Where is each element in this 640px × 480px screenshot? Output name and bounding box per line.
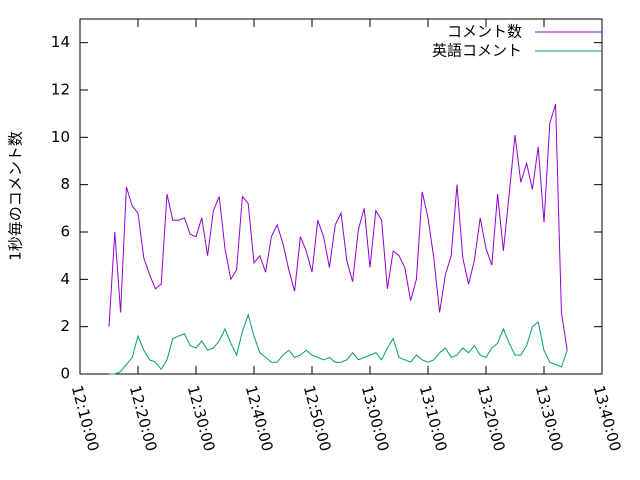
y-tick-label: 6 — [60, 223, 70, 241]
y-axis-label: 1秒毎のコメント数 — [7, 131, 25, 261]
y-tick-label: 14 — [51, 33, 70, 51]
legend-label: コメント数 — [447, 23, 522, 41]
y-tick-label: 2 — [60, 317, 70, 335]
x-tick-label: 13:30:00 — [532, 384, 567, 454]
legend-label: 英語コメント — [432, 42, 522, 60]
x-tick-label: 12:30:00 — [184, 384, 219, 454]
y-tick-label: 12 — [51, 81, 70, 99]
x-tick-label: 13:10:00 — [416, 384, 451, 454]
y-tick-label: 8 — [60, 175, 70, 193]
x-tick-label: 12:40:00 — [242, 384, 277, 454]
x-tick-label: 12:50:00 — [300, 384, 335, 454]
x-tick-label: 12:20:00 — [126, 384, 161, 454]
x-tick-label: 12:10:00 — [68, 384, 103, 454]
plot-border — [79, 18, 603, 375]
series-line — [109, 313, 568, 375]
series-line — [108, 104, 568, 351]
x-tick-label: 13:20:00 — [474, 384, 509, 454]
x-tick-label: 13:00:00 — [358, 384, 393, 454]
y-tick-label: 10 — [51, 128, 70, 146]
y-tick-label: 0 — [60, 365, 70, 383]
y-tick-label: 4 — [60, 270, 70, 288]
x-tick-label: 13:40:00 — [590, 384, 625, 454]
